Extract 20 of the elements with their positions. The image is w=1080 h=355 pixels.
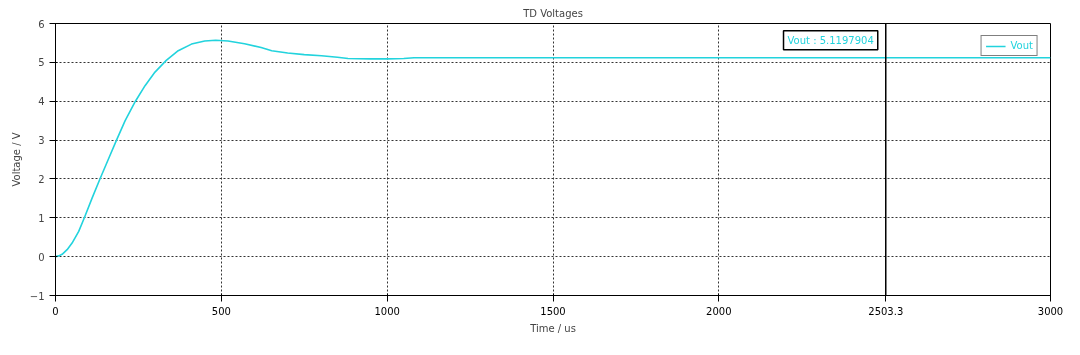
chart-title: TD Voltages xyxy=(522,7,583,19)
legend-label: Vout xyxy=(1010,40,1033,51)
y-tick-label: 3 xyxy=(38,135,45,147)
x-tick-label: 500 xyxy=(211,305,231,317)
y-tick-label: 5 xyxy=(38,57,45,69)
x-tick-label: 1000 xyxy=(374,305,400,317)
x-tick-label: 1500 xyxy=(540,305,566,317)
y-tick-label: 2 xyxy=(38,173,45,185)
x-axis-title: Time / us xyxy=(529,322,576,334)
x-tick-label: 2000 xyxy=(706,305,732,317)
y-tick-label: 6 xyxy=(38,18,45,30)
ref-line-label: 2503.3 xyxy=(868,305,904,317)
y-tick-label: 0 xyxy=(38,251,45,263)
x-tick-label: 3000 xyxy=(1037,305,1064,317)
y-tick-label: 4 xyxy=(38,96,45,108)
y-tick-label: 1 xyxy=(38,212,45,224)
y-axis-title: Voltage / V xyxy=(10,132,22,187)
y-tick-label: −1 xyxy=(29,290,45,302)
x-tick-label: 0 xyxy=(52,305,59,317)
annotation: Vout : 5.1197904 xyxy=(787,34,874,46)
